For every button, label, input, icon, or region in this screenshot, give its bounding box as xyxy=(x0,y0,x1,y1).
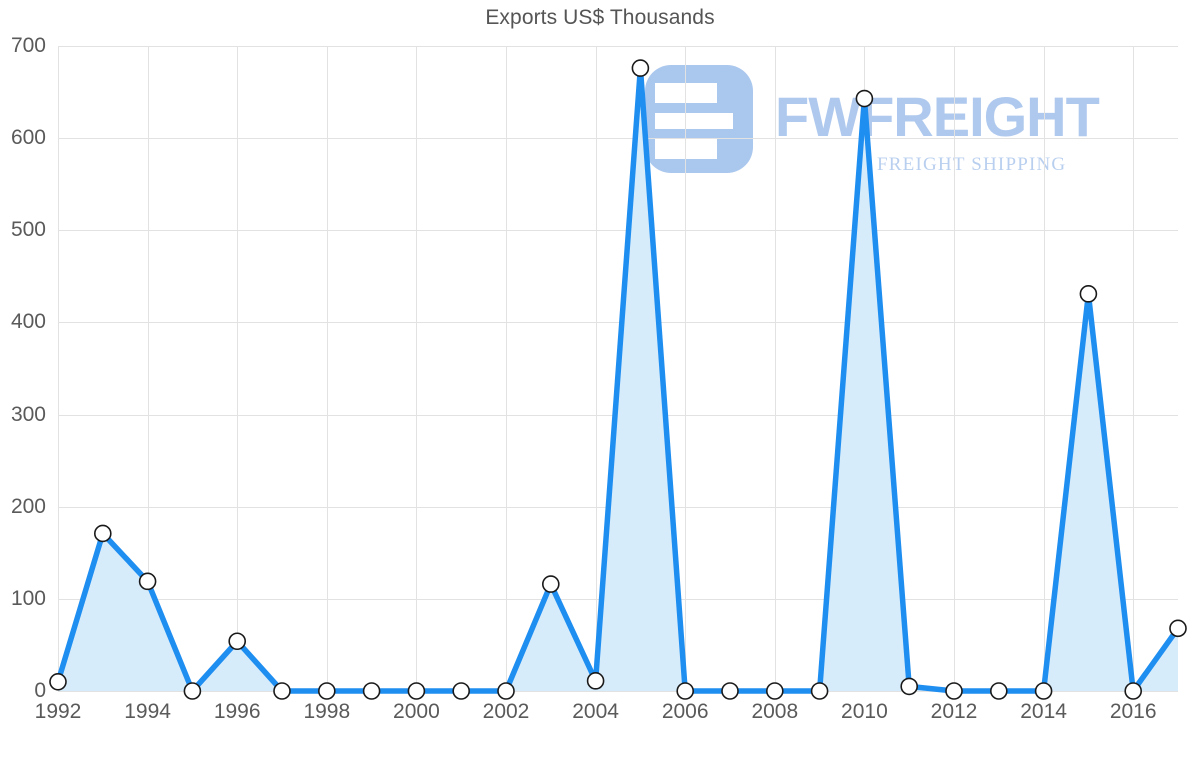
data-point-marker[interactable] xyxy=(362,682,381,700)
data-point-marker[interactable] xyxy=(452,682,471,700)
data-point-markers xyxy=(49,59,1187,700)
data-point-marker[interactable] xyxy=(1169,619,1187,638)
data-point-marker[interactable] xyxy=(49,672,67,691)
data-point-marker[interactable] xyxy=(676,682,695,700)
data-point-marker[interactable] xyxy=(989,682,1008,700)
data-point-marker[interactable] xyxy=(273,682,291,700)
data-point-marker[interactable] xyxy=(228,632,246,651)
data-point-marker[interactable] xyxy=(586,672,605,690)
data-point-marker[interactable] xyxy=(631,59,650,77)
data-point-marker[interactable] xyxy=(541,575,560,593)
data-point-marker[interactable] xyxy=(317,682,336,700)
data-point-marker[interactable] xyxy=(765,682,784,700)
data-point-marker[interactable] xyxy=(138,572,157,591)
data-point-marker[interactable] xyxy=(183,682,202,700)
data-point-marker[interactable] xyxy=(721,682,739,700)
data-point-marker[interactable] xyxy=(94,524,112,543)
data-point-marker[interactable] xyxy=(1124,682,1142,700)
data-point-marker[interactable] xyxy=(945,682,963,700)
data-point-marker[interactable] xyxy=(1079,285,1098,303)
data-point-marker[interactable] xyxy=(810,682,829,700)
chart-title: Exports US$ Thousands xyxy=(485,6,715,29)
data-point-marker[interactable] xyxy=(497,682,515,700)
data-point-marker[interactable] xyxy=(900,677,919,696)
data-point-marker[interactable] xyxy=(1034,682,1053,700)
data-point-marker[interactable] xyxy=(407,682,426,700)
data-point-marker[interactable] xyxy=(855,89,874,108)
